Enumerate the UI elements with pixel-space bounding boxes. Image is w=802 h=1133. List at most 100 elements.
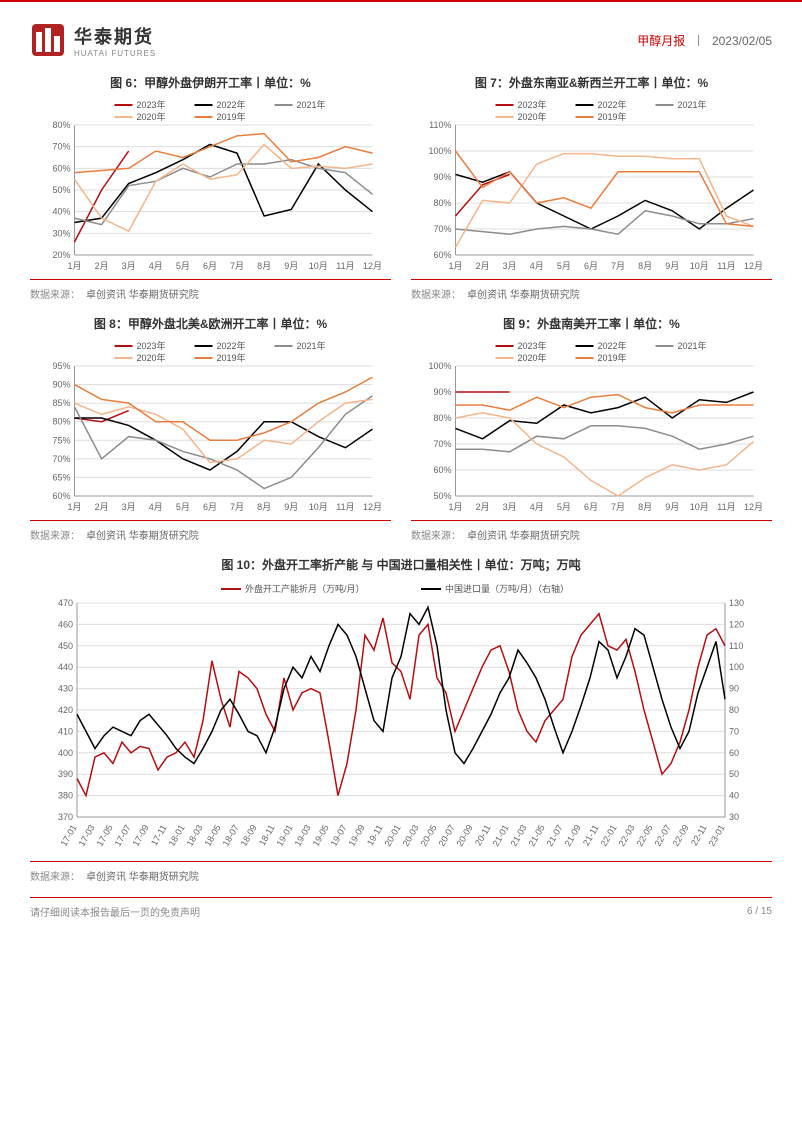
svg-text:19-03: 19-03: [293, 823, 313, 848]
svg-text:20%: 20%: [52, 250, 70, 260]
svg-text:5月: 5月: [557, 502, 571, 512]
source-value: 卓创资讯 华泰期货研究院: [86, 527, 199, 542]
chart10-plot: 3703803904004104204304404504604703040506…: [30, 577, 772, 857]
svg-text:19-09: 19-09: [347, 823, 367, 848]
svg-text:11月: 11月: [336, 261, 354, 271]
svg-text:80%: 80%: [52, 120, 70, 130]
svg-text:22-07: 22-07: [653, 823, 673, 848]
page-sep: /: [753, 906, 761, 917]
svg-text:18-03: 18-03: [185, 823, 205, 848]
svg-text:外盘开工产能折月（万吨/月）: 外盘开工产能折月（万吨/月）: [245, 583, 365, 594]
chart7-plot: 60%70%80%90%100%110%1月2月3月4月5月6月7月8月9月10…: [411, 95, 772, 275]
svg-text:2020年: 2020年: [137, 352, 166, 363]
svg-text:80%: 80%: [52, 417, 70, 427]
svg-text:90%: 90%: [52, 380, 70, 390]
source-value: 卓创资讯 华泰期货研究院: [86, 286, 199, 301]
header-sep: 丨: [693, 34, 705, 48]
svg-text:19-05: 19-05: [311, 823, 331, 848]
logo-block: 华泰期货 HUATAI FUTURES: [30, 22, 156, 58]
svg-text:12月: 12月: [744, 261, 763, 271]
svg-text:4月: 4月: [530, 502, 544, 512]
svg-text:2023年: 2023年: [518, 99, 547, 110]
svg-text:20-05: 20-05: [419, 823, 439, 848]
svg-text:5月: 5月: [557, 261, 571, 271]
svg-text:50%: 50%: [52, 185, 70, 195]
svg-text:80%: 80%: [433, 198, 451, 208]
svg-text:17-09: 17-09: [131, 823, 151, 848]
svg-text:5月: 5月: [176, 261, 190, 271]
chart9-source: 数据来源： 卓创资讯 华泰期货研究院: [411, 520, 772, 546]
svg-text:3月: 3月: [503, 502, 517, 512]
svg-text:12月: 12月: [363, 502, 382, 512]
svg-text:2021年: 2021年: [678, 99, 707, 110]
svg-text:440: 440: [58, 662, 73, 672]
svg-text:390: 390: [58, 769, 73, 779]
svg-text:9月: 9月: [284, 261, 298, 271]
svg-text:21-11: 21-11: [581, 823, 601, 847]
svg-text:7月: 7月: [611, 261, 625, 271]
svg-text:1月: 1月: [67, 261, 81, 271]
svg-text:30: 30: [729, 812, 739, 822]
svg-text:90%: 90%: [433, 387, 451, 397]
svg-text:6月: 6月: [584, 261, 598, 271]
svg-text:90%: 90%: [433, 172, 451, 182]
svg-text:17-11: 17-11: [149, 823, 169, 847]
svg-text:120: 120: [729, 619, 744, 629]
source-label: 数据来源：: [30, 527, 80, 542]
svg-text:380: 380: [58, 791, 73, 801]
chart6-source: 数据来源： 卓创资讯 华泰期货研究院: [30, 279, 391, 305]
svg-text:430: 430: [58, 684, 73, 694]
svg-text:80: 80: [729, 705, 739, 715]
chart8-title: 图 8：甲醇外盘北美&欧洲开工率丨单位：%: [30, 315, 391, 332]
svg-text:2020年: 2020年: [137, 111, 166, 122]
svg-text:中国进口量（万吨/月）（右轴）: 中国进口量（万吨/月）（右轴）: [445, 583, 569, 594]
svg-text:21-03: 21-03: [509, 823, 529, 848]
svg-text:2019年: 2019年: [217, 111, 246, 122]
svg-text:10月: 10月: [690, 502, 709, 512]
svg-text:460: 460: [58, 619, 73, 629]
svg-text:420: 420: [58, 705, 73, 715]
report-date: 2023/02/05: [712, 34, 772, 48]
svg-text:7月: 7月: [230, 502, 244, 512]
svg-text:6月: 6月: [203, 261, 217, 271]
svg-text:22-01: 22-01: [599, 823, 619, 848]
source-value: 卓创资讯 华泰期货研究院: [467, 286, 580, 301]
chart7-source: 数据来源： 卓创资讯 华泰期货研究院: [411, 279, 772, 305]
svg-text:21-09: 21-09: [563, 823, 583, 848]
svg-text:85%: 85%: [52, 398, 70, 408]
svg-text:5月: 5月: [176, 502, 190, 512]
svg-text:19-11: 19-11: [365, 823, 385, 847]
source-value: 卓创资讯 华泰期货研究院: [86, 868, 199, 883]
source-label: 数据来源：: [411, 527, 461, 542]
svg-text:21-07: 21-07: [545, 823, 565, 848]
svg-text:65%: 65%: [52, 472, 70, 482]
svg-text:23-01: 23-01: [707, 823, 727, 848]
panel-chart-6: 图 6：甲醇外盘伊朗开工率丨单位：% 20%30%40%50%60%70%80%…: [30, 74, 391, 305]
svg-text:4月: 4月: [149, 261, 163, 271]
svg-text:21-01: 21-01: [491, 823, 511, 848]
svg-text:90: 90: [729, 684, 739, 694]
svg-text:10月: 10月: [309, 502, 328, 512]
svg-text:100%: 100%: [428, 146, 451, 156]
svg-text:40%: 40%: [52, 207, 70, 217]
svg-text:4月: 4月: [149, 502, 163, 512]
source-label: 数据来源：: [30, 286, 80, 301]
svg-text:2022年: 2022年: [598, 99, 627, 110]
svg-text:2023年: 2023年: [137, 99, 166, 110]
page-number: 6 / 15: [747, 906, 772, 917]
svg-text:18-01: 18-01: [167, 823, 187, 848]
svg-text:19-01: 19-01: [275, 823, 295, 848]
svg-text:470: 470: [58, 598, 73, 608]
svg-text:8月: 8月: [257, 502, 271, 512]
svg-text:1月: 1月: [448, 502, 462, 512]
chart8-plot: 60%65%70%75%80%85%90%95%1月2月3月4月5月6月7月8月…: [30, 336, 391, 516]
svg-text:8月: 8月: [638, 502, 652, 512]
svg-text:2021年: 2021年: [297, 340, 326, 351]
source-label: 数据来源：: [30, 868, 80, 883]
svg-text:1月: 1月: [67, 502, 81, 512]
svg-text:22-03: 22-03: [617, 823, 637, 848]
svg-text:2月: 2月: [476, 261, 490, 271]
svg-text:2月: 2月: [95, 261, 109, 271]
svg-text:2023年: 2023年: [518, 340, 547, 351]
svg-text:11月: 11月: [717, 261, 735, 271]
